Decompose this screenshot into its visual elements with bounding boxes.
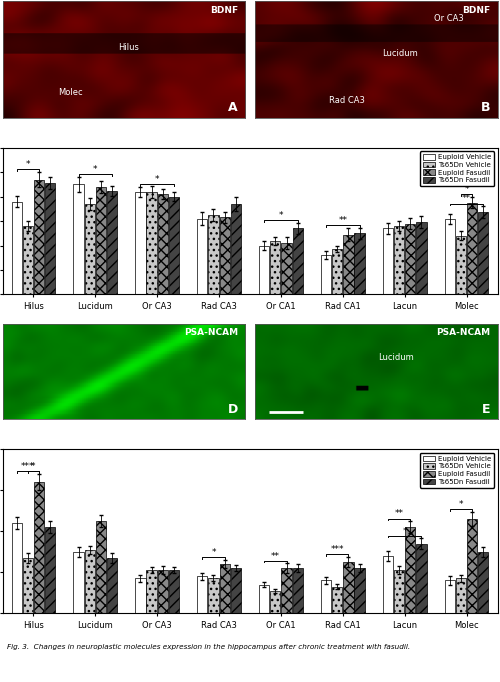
Bar [321, 580, 331, 613]
Bar [478, 212, 488, 295]
Text: Molec: Molec [58, 88, 83, 97]
Bar [383, 556, 393, 613]
Text: **: ** [394, 509, 404, 518]
Bar [270, 241, 280, 295]
Bar [354, 233, 364, 295]
Bar [344, 235, 353, 295]
Bar [96, 521, 106, 613]
Text: *: * [278, 211, 283, 220]
Text: Hilus: Hilus [118, 44, 139, 53]
Bar [34, 482, 44, 613]
Bar [74, 184, 84, 295]
Text: D: D [228, 404, 238, 417]
Text: *: * [93, 165, 98, 174]
Bar [107, 558, 117, 613]
Bar [416, 544, 426, 613]
Text: ***: *** [330, 545, 344, 554]
Bar [74, 552, 84, 613]
Bar [456, 236, 466, 295]
Bar [344, 562, 353, 613]
Text: BDNF: BDNF [462, 6, 490, 15]
Bar [292, 228, 303, 295]
Text: **: ** [338, 216, 347, 225]
Bar [146, 192, 156, 295]
Bar [394, 226, 404, 295]
Bar [332, 249, 342, 295]
Bar [45, 183, 56, 295]
Bar [197, 219, 207, 295]
Text: Lucidum: Lucidum [382, 49, 418, 58]
Text: Rad CA3: Rad CA3 [329, 96, 365, 105]
Bar [158, 194, 168, 295]
Bar [282, 243, 292, 295]
Bar [444, 219, 455, 295]
Text: *: * [155, 175, 160, 183]
Text: Fig. 3.  Changes in neuroplastic molecules expression in the hippocampus after c: Fig. 3. Changes in neuroplastic molecule… [8, 644, 410, 650]
Legend: Euploid Vehicle, Ts65Dn Vehicle, Euploid Fasudil, Ts65Dn Fasudil: Euploid Vehicle, Ts65Dn Vehicle, Euploid… [420, 453, 494, 488]
Text: *: * [464, 185, 469, 194]
Text: E: E [482, 404, 490, 417]
Text: *: * [211, 548, 216, 557]
Bar [383, 228, 393, 295]
Bar [259, 246, 270, 295]
Bar [136, 192, 145, 295]
Bar [12, 523, 22, 613]
Bar [96, 187, 106, 295]
Text: Lucidum: Lucidum [378, 353, 414, 362]
Bar [45, 527, 56, 613]
Legend: Euploid Vehicle, Ts65Dn Vehicle, Euploid Fasudil, Ts65Dn Fasudil: Euploid Vehicle, Ts65Dn Vehicle, Euploid… [420, 151, 494, 186]
Bar [107, 191, 117, 295]
Bar [467, 203, 477, 295]
Text: *: * [402, 527, 407, 535]
Bar [84, 204, 95, 295]
Bar [416, 222, 426, 295]
Bar [22, 226, 33, 295]
Bar [230, 204, 241, 295]
Bar [467, 519, 477, 613]
Text: BDNF: BDNF [210, 6, 238, 15]
Text: ***: *** [21, 462, 34, 471]
Bar [282, 568, 292, 613]
Bar [146, 570, 156, 613]
Bar [259, 584, 270, 613]
Bar [22, 558, 33, 613]
Bar [292, 568, 303, 613]
Bar [220, 564, 230, 613]
Bar [197, 576, 207, 613]
Bar [158, 570, 168, 613]
Text: PSA-NCAM: PSA-NCAM [436, 328, 490, 337]
Bar [332, 587, 342, 613]
Text: **: ** [271, 552, 280, 561]
Text: A: A [228, 102, 238, 115]
Bar [220, 217, 230, 295]
Text: B: B [480, 102, 490, 115]
Text: *: * [31, 462, 36, 471]
Bar [34, 179, 44, 295]
Bar [270, 591, 280, 613]
Text: PSA-NCAM: PSA-NCAM [184, 328, 238, 337]
Bar [169, 570, 179, 613]
Bar [169, 196, 179, 295]
Bar [478, 552, 488, 613]
Text: Or CA3: Or CA3 [434, 14, 464, 23]
Text: **: ** [462, 194, 471, 203]
Bar [208, 216, 218, 295]
Bar [230, 568, 241, 613]
Bar [136, 578, 145, 613]
Bar [444, 580, 455, 613]
Bar [84, 550, 95, 613]
Bar [456, 578, 466, 613]
Text: *: * [458, 500, 463, 509]
Text: *: * [26, 160, 30, 169]
Bar [321, 255, 331, 295]
Bar [12, 202, 22, 295]
Bar [405, 527, 415, 613]
Bar [394, 570, 404, 613]
Bar [354, 568, 364, 613]
Bar [208, 578, 218, 613]
Bar [405, 224, 415, 295]
